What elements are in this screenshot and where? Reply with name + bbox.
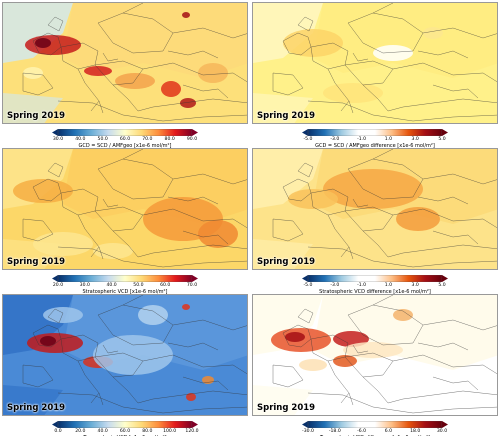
colorbar-tick-label: 80.0 <box>142 429 153 434</box>
colorbar-ticks: 0.0 20.0 40.0 60.0 80.0 100.0 120.0 <box>52 429 198 436</box>
colorbar-tick-label: 100.0 <box>163 429 177 434</box>
colorbar-tick-label: 30.0 <box>52 137 64 142</box>
colorbar-tick-label: 3.0 <box>411 283 419 288</box>
colorbar-tick-label: 40.0 <box>97 429 108 434</box>
season-label: Spring 2019 <box>257 257 316 267</box>
panel-bottom-right: Spring 2019-30.0-18.0-6.06.018.030.0Trop… <box>252 294 498 436</box>
map-top-right: Spring 2019 <box>252 2 498 124</box>
colorbar <box>52 129 198 136</box>
map-bottom-right: Spring 2019 <box>252 294 498 416</box>
colorbar-tick-label: 18.0 <box>410 429 421 434</box>
colorbar-tick-label: 70.0 <box>142 137 153 142</box>
map-bottom-left: Spring 2019 <box>2 294 248 416</box>
panel-middle-left: Spring 2019 20.0 30.0 40.0 50.0 60.0 70.0 Strat… <box>2 148 248 295</box>
colorbar-tick-label: 5.0 <box>438 137 446 142</box>
map-middle-left: Spring 2019 <box>2 148 248 270</box>
colorbar-tick-label: 120.0 <box>185 429 199 434</box>
colorbar-tick-label: 60.0 <box>160 283 171 288</box>
map-graphic <box>3 295 247 415</box>
season-label: Spring 2019 <box>7 403 66 413</box>
colorbar-tick-label: 40.0 <box>75 137 86 142</box>
colorbar <box>52 275 198 282</box>
colorbar-tick-label: -5.0 <box>303 283 313 288</box>
colorbar <box>302 275 448 282</box>
colorbar-tick-label: 5.0 <box>438 283 446 288</box>
colorbar-tick-label: 40.0 <box>106 283 117 288</box>
colorbar-tick-label: 30.0 <box>79 283 90 288</box>
map-middle-right: Spring 2019 <box>252 148 498 270</box>
season-label: Spring 2019 <box>7 257 66 267</box>
map-graphic <box>253 3 497 123</box>
colorbar <box>302 421 448 428</box>
map-graphic <box>253 149 497 269</box>
colorbar <box>52 421 198 428</box>
colorbar-tick-label: 20.0 <box>75 429 86 434</box>
colorbar-tick-label: 0.0 <box>54 429 62 434</box>
map-graphic <box>3 3 247 123</box>
colorbar-tick-label: -1.0 <box>357 283 367 288</box>
colorbar-label: GCD = SCD / AMFgeo difference [x1e-6 mol… <box>315 143 435 149</box>
map-top-left: Spring 2019 <box>2 2 248 124</box>
colorbar-tick-label: 6.0 <box>384 429 393 434</box>
colorbar-tick-label: -30.0 <box>302 429 314 434</box>
colorbar-tick-label: 30.0 <box>436 429 448 434</box>
colorbar-tick-label: 70.0 <box>186 283 198 288</box>
season-label: Spring 2019 <box>257 403 316 413</box>
colorbar-tick-label: -1.0 <box>357 137 367 142</box>
colorbar-ticks: 30.0 40.0 50.0 60.0 70.0 80.0 90.0 <box>52 137 198 144</box>
season-label: Spring 2019 <box>257 111 316 121</box>
colorbar-ticks: -30.0 -18.0 -6.0 6.0 18.0 30.0 <box>302 429 448 436</box>
panel-top-left: Spring 2019 30.0 40.0 50.0 60.0 70.0 80.0 90.0 G… <box>2 2 248 149</box>
colorbar-tick-label: 1.0 <box>384 283 393 288</box>
colorbar-tick-label: 90.0 <box>186 137 198 142</box>
colorbar-label: GCD = SCD / AMFgeo [x1e-6 mol/m²] <box>78 143 172 149</box>
season-label: Spring 2019 <box>7 111 66 121</box>
colorbar-tick-label: -18.0 <box>328 429 341 434</box>
panel-bottom-left: Spring 2019 0.0 20.0 40.0 60.0 80.0 100.0 120.0… <box>2 294 248 436</box>
colorbar <box>302 129 448 136</box>
colorbar-tick-label: 50.0 <box>133 283 144 288</box>
map-graphic <box>253 295 497 415</box>
colorbar-tick-label: -3.0 <box>330 137 340 142</box>
panel-middle-right: Spring 2019 -5.0 -3.0 -1.0 1.0 3.0 5.0 Stratosp… <box>252 148 498 295</box>
colorbar-ticks: 20.0 30.0 40.0 50.0 60.0 70.0 <box>52 283 198 290</box>
colorbar-tick-label: -3.0 <box>330 283 340 288</box>
colorbar-label: Stratospheric VCD [x1e-6 mol/m²] <box>82 289 168 295</box>
colorbar-tick-label: 60.0 <box>119 137 131 142</box>
colorbar-tick-label: 60.0 <box>119 429 131 434</box>
map-graphic <box>3 149 247 269</box>
colorbar-ticks: -5.0 -3.0 -1.0 1.0 3.0 5.0 <box>302 283 448 290</box>
colorbar-tick-label: 50.0 <box>97 137 108 142</box>
colorbar-tick-label: -6.0 <box>357 429 367 434</box>
colorbar-tick-label: 20.0 <box>52 283 64 288</box>
panel-top-right: Spring 2019 -5.0 -3.0 -1.0 1.0 3.0 5.0 GCD = SC… <box>252 2 498 149</box>
colorbar-tick-label: 3.0 <box>411 137 419 142</box>
colorbar-tick-label: 80.0 <box>164 137 175 142</box>
colorbar-tick-label: -5.0 <box>303 137 313 142</box>
colorbar-tick-label: 1.0 <box>384 137 393 142</box>
colorbar-label: Stratospheric VCD difference [x1e-6 mol/… <box>319 289 431 295</box>
colorbar-ticks: -5.0 -3.0 -1.0 1.0 3.0 5.0 <box>302 137 448 144</box>
